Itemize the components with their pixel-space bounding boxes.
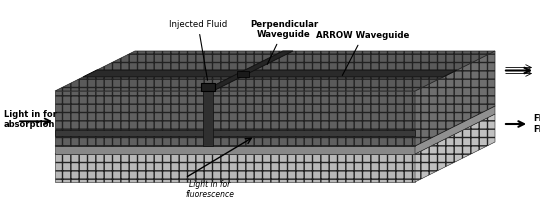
Polygon shape — [55, 91, 415, 146]
Polygon shape — [55, 146, 415, 154]
Polygon shape — [55, 114, 495, 154]
Polygon shape — [55, 51, 495, 91]
Polygon shape — [415, 114, 495, 182]
Text: Light
Flow: Light Flow — [539, 61, 540, 80]
Polygon shape — [415, 51, 495, 146]
Polygon shape — [415, 106, 495, 154]
Polygon shape — [237, 71, 249, 76]
Text: ARROW Waveguide: ARROW Waveguide — [316, 31, 410, 76]
Text: Light in for
absorption: Light in for absorption — [4, 110, 57, 129]
Polygon shape — [55, 130, 415, 136]
Polygon shape — [203, 91, 213, 146]
Polygon shape — [55, 106, 495, 146]
Text: Perpendicular
Waveguide: Perpendicular Waveguide — [250, 20, 318, 64]
Text: Light in for
fluorescence: Light in for fluorescence — [186, 180, 234, 200]
Polygon shape — [203, 51, 293, 91]
Text: Injected Fluid: Injected Fluid — [169, 20, 227, 80]
Text: Fluid
Flow: Fluid Flow — [533, 114, 540, 134]
Polygon shape — [83, 70, 457, 77]
Polygon shape — [55, 154, 415, 182]
Polygon shape — [201, 83, 215, 91]
